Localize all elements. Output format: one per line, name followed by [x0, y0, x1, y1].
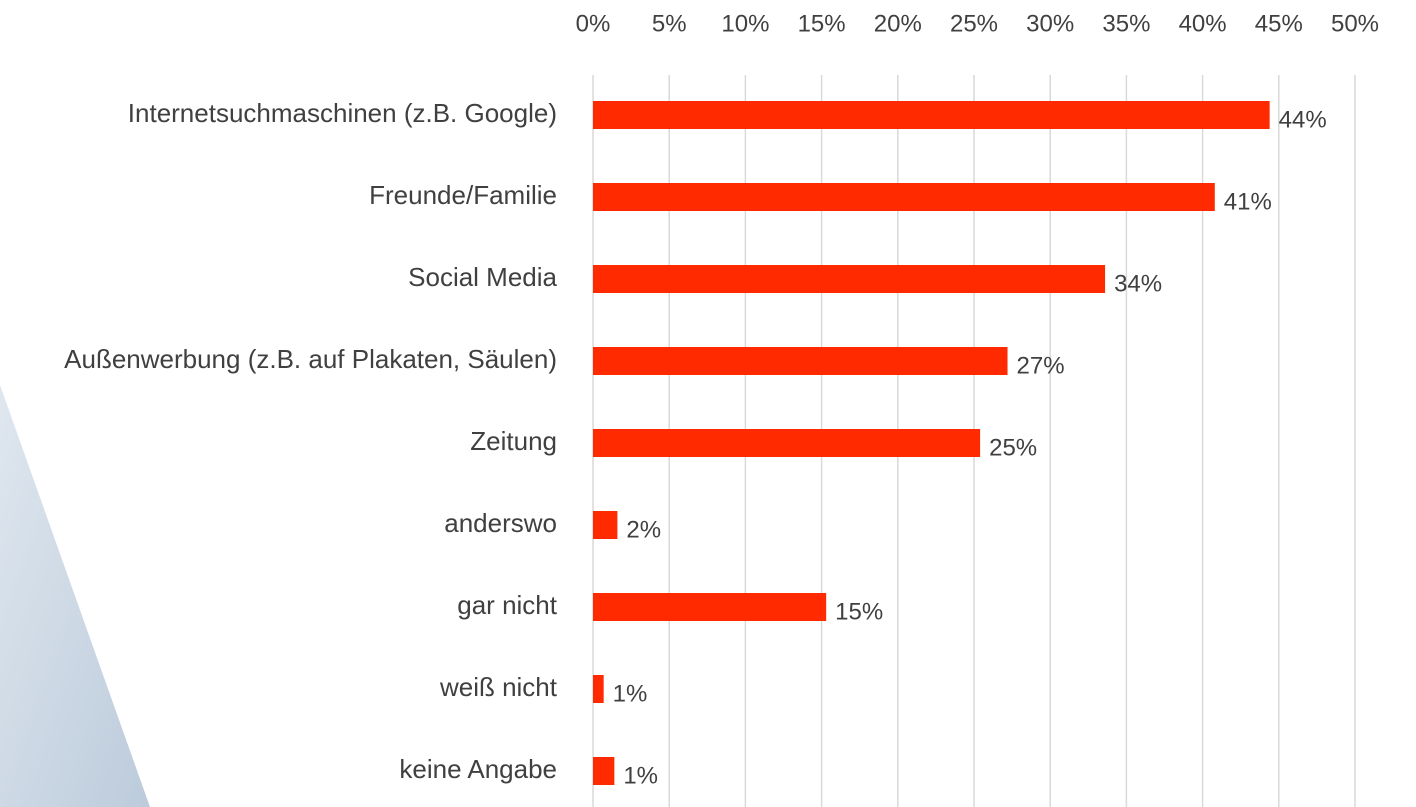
value-label: 34%: [1114, 270, 1162, 297]
y-tick-label: Zeitung: [470, 426, 557, 456]
y-tick-label: anderswo: [444, 508, 557, 538]
value-label: 1%: [623, 762, 658, 789]
value-label: 44%: [1279, 106, 1327, 133]
x-tick-label: 35%: [1102, 10, 1150, 37]
value-label: 41%: [1224, 188, 1272, 215]
bar: [593, 347, 1008, 375]
x-tick-label: 15%: [798, 10, 846, 37]
bar: [593, 593, 827, 621]
value-label: 27%: [1017, 352, 1065, 379]
x-tick-label: 25%: [950, 10, 998, 37]
x-tick-label: 20%: [874, 10, 922, 37]
x-tick-label: 50%: [1331, 10, 1379, 37]
y-tick-label: Außenwerbung (z.B. auf Plakaten, Säulen): [64, 344, 557, 374]
value-label: 1%: [613, 680, 648, 707]
y-tick-label: Freunde/Familie: [369, 180, 557, 210]
x-tick-label: 45%: [1255, 10, 1303, 37]
bar: [593, 183, 1215, 211]
x-tick-label: 5%: [652, 10, 687, 37]
value-label: 15%: [835, 598, 883, 625]
x-tick-label: 0%: [576, 10, 611, 37]
y-tick-label: gar nicht: [457, 590, 557, 620]
bar: [593, 265, 1106, 293]
x-tick-label: 40%: [1179, 10, 1227, 37]
background-shape: [0, 385, 150, 807]
value-label: 25%: [989, 434, 1037, 461]
y-tick-label: Social Media: [408, 262, 557, 292]
bar: [593, 757, 615, 785]
bar: [593, 429, 981, 457]
bar: [593, 675, 604, 703]
x-tick-label: 10%: [721, 10, 769, 37]
x-tick-label: 30%: [1026, 10, 1074, 37]
bar: [593, 101, 1270, 129]
value-label: 2%: [626, 516, 661, 543]
y-tick-label: Internetsuchmaschinen (z.B. Google): [128, 98, 557, 128]
bar: [593, 511, 618, 539]
y-tick-label: keine Angabe: [399, 754, 557, 784]
y-tick-label: weiß nicht: [439, 672, 558, 702]
